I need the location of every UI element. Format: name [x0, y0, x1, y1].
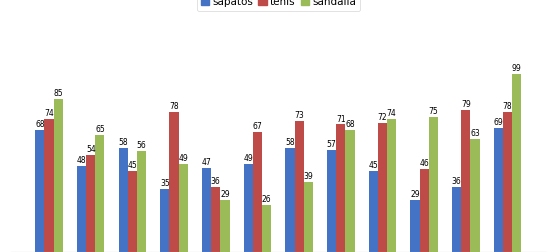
Bar — [220, 200, 230, 252]
Text: 69: 69 — [493, 118, 503, 127]
Bar — [285, 148, 294, 252]
Text: 58: 58 — [118, 138, 128, 147]
Text: 73: 73 — [294, 111, 304, 120]
Bar — [45, 119, 53, 252]
Bar — [244, 164, 253, 252]
Bar — [179, 164, 188, 252]
Text: 85: 85 — [53, 89, 63, 98]
Text: 36: 36 — [452, 177, 462, 186]
Bar — [35, 130, 45, 252]
Bar — [336, 124, 345, 252]
Bar — [86, 155, 95, 252]
Bar — [345, 130, 354, 252]
Text: 29: 29 — [220, 190, 230, 199]
Text: 68: 68 — [35, 120, 45, 129]
Bar — [211, 187, 220, 252]
Text: 71: 71 — [336, 114, 345, 123]
Text: 36: 36 — [211, 177, 220, 186]
Bar — [262, 205, 271, 252]
Bar — [378, 123, 387, 252]
Text: 58: 58 — [285, 138, 295, 147]
Text: 74: 74 — [44, 109, 54, 118]
Bar — [128, 171, 137, 252]
Bar — [202, 168, 211, 252]
Bar — [494, 128, 503, 252]
Bar — [471, 139, 479, 252]
Bar — [118, 148, 128, 252]
Bar — [137, 151, 146, 252]
Text: 47: 47 — [202, 158, 212, 167]
Text: 67: 67 — [252, 122, 262, 131]
Bar — [452, 187, 461, 252]
Text: 79: 79 — [461, 100, 471, 109]
Text: 56: 56 — [137, 141, 147, 150]
Text: 49: 49 — [179, 154, 188, 163]
Text: 75: 75 — [428, 107, 438, 116]
Bar — [503, 112, 512, 252]
Text: 45: 45 — [369, 161, 378, 170]
Text: 78: 78 — [503, 102, 512, 111]
Bar — [410, 200, 419, 252]
Text: 29: 29 — [410, 190, 420, 199]
Text: 45: 45 — [127, 161, 137, 170]
Bar — [253, 132, 262, 252]
Bar — [304, 182, 313, 252]
Text: 65: 65 — [95, 125, 105, 134]
Bar — [429, 117, 438, 252]
Bar — [77, 166, 86, 252]
Legend: sapatos, tenis, sandalia: sapatos, tenis, sandalia — [197, 0, 360, 11]
Bar — [170, 112, 179, 252]
Text: 68: 68 — [345, 120, 355, 129]
Text: 39: 39 — [304, 172, 313, 181]
Bar — [95, 135, 105, 252]
Text: 99: 99 — [512, 64, 521, 73]
Bar — [461, 110, 471, 252]
Text: 46: 46 — [419, 160, 429, 168]
Text: 57: 57 — [327, 140, 337, 149]
Bar — [327, 150, 336, 252]
Bar — [512, 74, 521, 252]
Text: 72: 72 — [377, 113, 387, 122]
Text: 49: 49 — [244, 154, 253, 163]
Text: 78: 78 — [169, 102, 179, 111]
Bar — [419, 169, 429, 252]
Bar — [53, 99, 63, 252]
Bar — [294, 121, 304, 252]
Bar — [387, 119, 396, 252]
Text: 35: 35 — [160, 179, 170, 188]
Bar — [369, 171, 378, 252]
Text: 48: 48 — [77, 156, 87, 165]
Text: 63: 63 — [470, 129, 480, 138]
Text: 74: 74 — [387, 109, 397, 118]
Bar — [160, 189, 170, 252]
Text: 54: 54 — [86, 145, 96, 154]
Text: 26: 26 — [262, 195, 272, 204]
